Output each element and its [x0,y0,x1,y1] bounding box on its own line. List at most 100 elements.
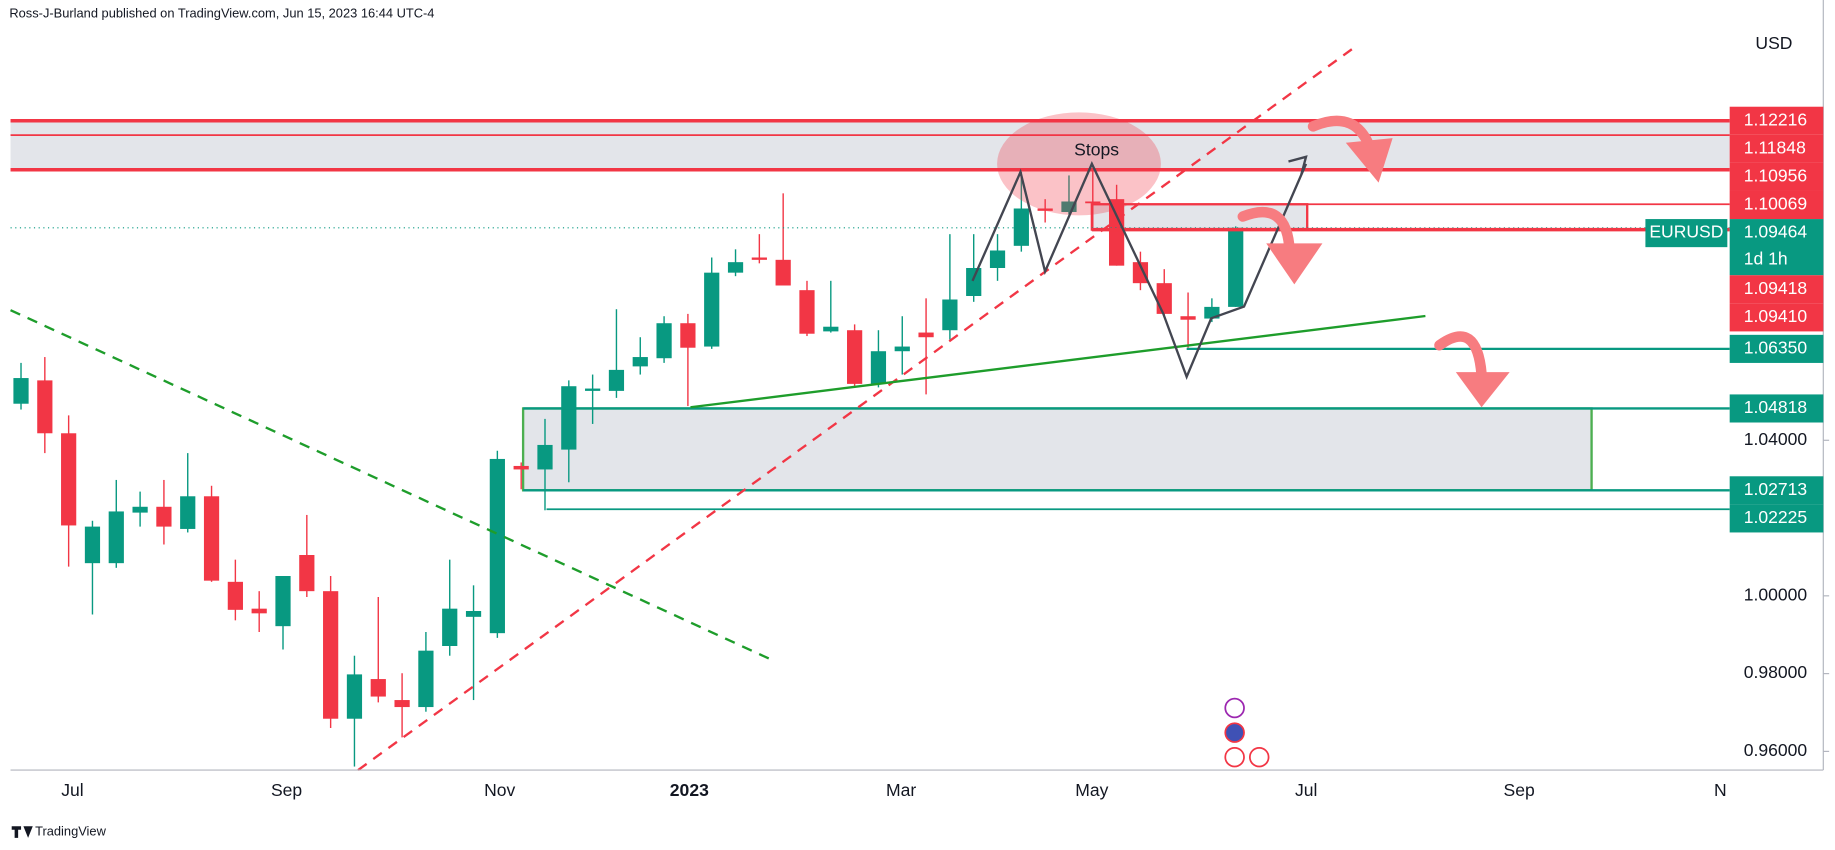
level-label: 1.02225 [1744,507,1808,527]
last-price-label: 1.09464 [1744,222,1808,242]
logo [11,826,33,838]
curved-arrow [1434,331,1487,380]
x-tick-label: Mar [886,780,916,800]
x-tick-label: Jul [1295,780,1317,800]
level-box [1729,334,1824,363]
last-price-box [1729,219,1824,276]
level-box [1729,303,1824,332]
candle-body [704,272,720,347]
level-label: 1.10956 [1744,166,1807,186]
level-box [1729,476,1824,505]
candle-body [942,299,958,331]
candle-body [465,610,482,617]
candle-body [1037,208,1053,211]
candle-body [180,496,196,529]
header: Ross-J-Burland published on TradingView.… [9,5,434,20]
arrow-heads [1266,138,1510,408]
candle-body [61,433,77,526]
event-icon [1224,746,1245,768]
candle-body [203,496,220,581]
level-box [1729,134,1824,163]
candle-body [989,250,1006,268]
x-tick-label: 2023 [670,780,709,800]
candle-body [1204,306,1220,319]
x-tick-label: Sep [1504,780,1535,800]
countdown-label: 1d 1h [1744,249,1788,269]
candle-body [394,700,410,708]
footer: TradingView [35,823,106,838]
candle-body [1013,208,1029,246]
symbol-box [1645,219,1728,248]
annotation: Stops [1074,140,1119,160]
currency-label: USD [1755,33,1792,53]
candle-body [227,581,243,610]
candle-body [608,369,625,391]
y-tick-label: 1.04000 [1744,429,1808,449]
candle-body [370,679,386,697]
candle-body [513,465,529,470]
stops-ellipse [997,112,1161,216]
level-label: 1.09410 [1744,306,1808,326]
arrow-head [1345,138,1393,183]
support-zone [521,407,1593,492]
projection-path [971,161,1308,381]
candle-body [1061,201,1077,212]
level-box [1729,162,1824,191]
candle-body [799,290,815,334]
candle-body [775,259,791,286]
y-tick-label: 0.96000 [1744,740,1808,760]
candle-body [37,380,53,434]
candle-body [251,608,267,614]
resistance-zone [10,120,1730,170]
candle-body [537,444,553,470]
level-box [1729,275,1824,304]
candle-body [727,262,744,273]
candle-body [656,323,672,359]
level-box [1729,190,1824,220]
arrow-head [1455,372,1510,408]
level-label: 1.12216 [1744,109,1807,129]
candle-body [108,511,124,564]
y-tick-label: 1.00000 [1744,584,1808,604]
level-label: 1.10069 [1744,194,1807,214]
event-icon [1224,697,1245,719]
arrow-head [1288,155,1308,175]
x-tick-label: May [1075,780,1108,800]
x-tick-label: Nov [484,780,515,800]
candle-body [346,674,363,719]
candle-body [632,357,648,367]
arrow-head [1266,243,1323,285]
trendline [690,314,1426,409]
candle-body [1228,227,1244,307]
event-icon [1248,746,1270,768]
candle-body [966,267,982,296]
candle-body [13,378,29,404]
event-icon [1224,722,1245,743]
candle-body [1156,283,1172,314]
level-label: 1.11848 [1744,137,1806,157]
candle-body [275,575,291,627]
level-label: 1.09418 [1744,278,1807,298]
symbol-label: EURUSD [1649,222,1723,242]
level-label: 1.04818 [1744,397,1807,417]
candle-body [894,346,910,352]
candle-body [156,506,172,527]
y-tick-label: 0.98000 [1744,662,1808,682]
candle-body [1180,316,1196,320]
candle-body [751,257,767,260]
trendline [10,309,776,663]
candle-body [132,506,148,513]
candle-body [847,330,863,384]
curved-arrow [1237,207,1295,257]
candle-body [823,326,839,332]
candle-body [299,554,315,592]
candle-body [489,458,505,634]
candle-body [1085,201,1101,204]
level-box [1729,504,1824,533]
level-box [1729,394,1824,423]
x-tick-label: Jul [61,780,83,800]
candle-body [680,323,696,348]
level-label: 1.02713 [1744,479,1807,499]
x-tick-label: N [1714,780,1727,800]
candle-body [585,388,601,391]
